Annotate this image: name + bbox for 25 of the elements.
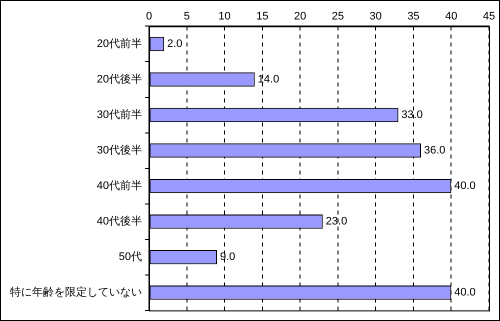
- y-tick-label: 20代後半: [96, 72, 142, 86]
- x-tick-label: 30: [370, 10, 382, 23]
- y-tick-label: 50代: [118, 251, 142, 264]
- x-tick-label: 40: [445, 10, 458, 23]
- y-tick-label: 40代後半: [96, 214, 142, 228]
- x-tick-label: 45: [482, 10, 496, 23]
- x-tick-label: 15: [256, 10, 268, 23]
- data-label: 36.0: [424, 144, 446, 157]
- x-tick-label: 25: [332, 10, 344, 23]
- x-tick-label: 10: [218, 10, 231, 23]
- y-tick-label: 40代前半: [96, 179, 142, 192]
- x-tick-label: 0: [146, 10, 152, 23]
- x-tick-label: 20: [294, 10, 306, 23]
- data-label: 14.0: [258, 74, 280, 86]
- y-tick-label: 30代後半: [96, 144, 142, 157]
- y-tick-label: 特に年齢を限定していない: [10, 286, 142, 299]
- data-label: 23.0: [326, 216, 348, 228]
- data-label: 33.0: [401, 109, 423, 122]
- data-label: 40.0: [454, 180, 476, 192]
- data-label: 2.0: [167, 38, 182, 50]
- y-tick-label: 30代前半: [96, 108, 142, 122]
- data-label: 40.0: [454, 286, 476, 299]
- y-tick-label: 20代前半: [96, 36, 142, 50]
- x-tick-label: 35: [407, 10, 420, 23]
- x-tick-label: 5: [184, 10, 190, 23]
